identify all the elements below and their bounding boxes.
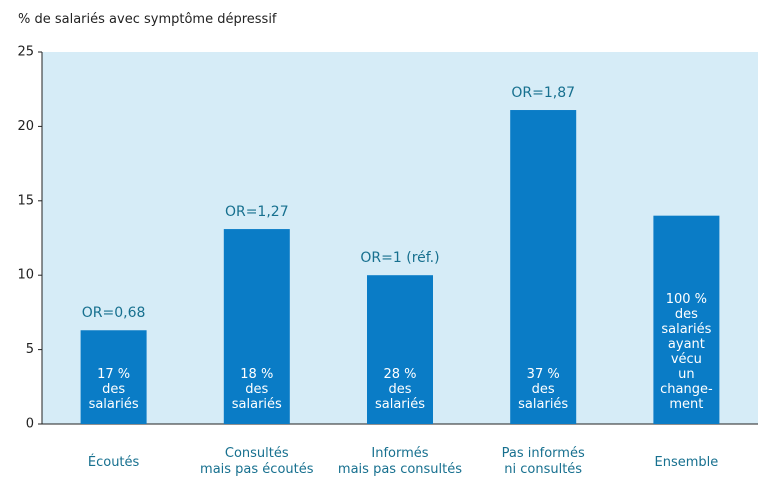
bar-note: 28 % des salariés: [374, 367, 426, 412]
x-tick-label: Informés mais pas consultés: [337, 446, 463, 477]
bar-annotation: OR=0,68: [81, 305, 146, 322]
bar: [223, 229, 290, 424]
y-tick-label: 0: [26, 417, 34, 432]
bar: [367, 275, 433, 424]
x-tick-label: Ensemble: [654, 455, 719, 470]
y-tick-label: 20: [17, 119, 34, 134]
bar: [653, 215, 720, 424]
y-tick-label: 10: [17, 268, 34, 283]
y-tick-label: 15: [17, 193, 34, 208]
bar-note: 100 % des salariés ayant vécu un change-…: [660, 292, 713, 412]
y-tick-label: 25: [17, 45, 34, 60]
bar-annotation: OR=1 (réf.): [360, 250, 440, 267]
x-tick-label: Écoutés: [87, 455, 140, 470]
bar: [80, 330, 147, 424]
bar-annotation: OR=1,87: [511, 85, 576, 102]
y-tick-label: 5: [26, 342, 34, 357]
bar: [510, 110, 577, 425]
y-axis-label: % de salariés avec symptôme dépressif: [18, 12, 277, 27]
bar-note: 17 % des salariés: [88, 367, 139, 412]
x-tick-label: Consultés mais pas écoutés: [200, 446, 314, 477]
bar-note: 18 % des salariés: [231, 367, 282, 412]
bar-note: 37 % des salariés: [518, 367, 569, 412]
x-tick-label: Pas informés ni consultés: [501, 446, 585, 477]
bar-annotation: OR=1,27: [224, 204, 289, 221]
